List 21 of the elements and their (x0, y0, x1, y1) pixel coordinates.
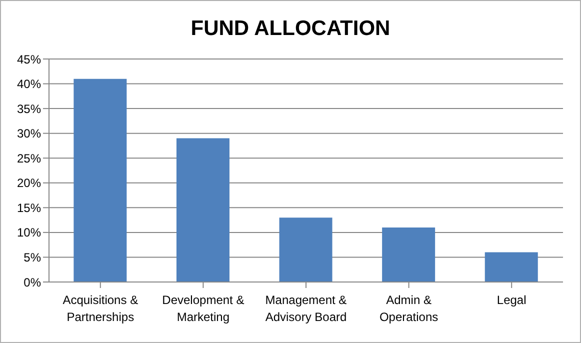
x-tick-label: Legal (496, 293, 526, 307)
bar (382, 227, 436, 282)
x-tick-label: Admin & Operations (379, 293, 438, 324)
bar (74, 78, 127, 282)
y-tick-label: 10% (16, 226, 42, 240)
y-tick-label: 5% (24, 250, 42, 264)
y-tick-label: 30% (16, 126, 42, 141)
y-tick-label: 45% (16, 52, 42, 66)
x-tick-label: Development & Marketing (162, 293, 244, 324)
bar (484, 252, 538, 282)
bar (176, 138, 230, 282)
x-tick-label: Management & Advisory Board (265, 293, 347, 324)
y-tick-label: 40% (16, 77, 42, 92)
y-tick-label: 0% (24, 275, 42, 290)
y-tick-label: 25% (16, 151, 42, 166)
y-tick-label: 20% (16, 176, 42, 190)
y-tick-label: 35% (16, 102, 42, 116)
bar (279, 218, 332, 282)
chart-title: FUND ALLOCATION (190, 16, 392, 42)
x-tick-label: Acquisitions & Partnerships (62, 293, 138, 324)
y-tick-label: 15% (16, 200, 42, 215)
